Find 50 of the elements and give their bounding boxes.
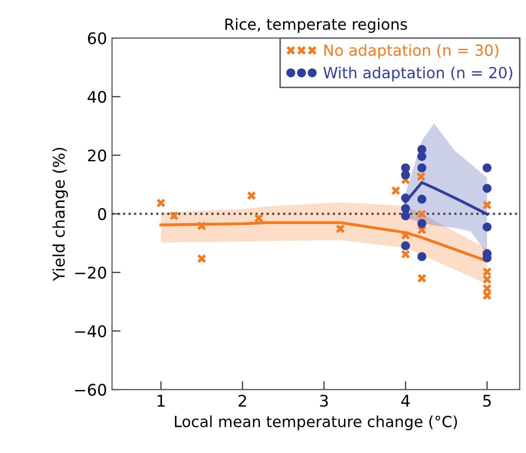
point: [156, 198, 166, 208]
y-tick-label: −40: [75, 325, 106, 338]
point: [197, 254, 206, 264]
point: [254, 214, 264, 223]
point: [417, 274, 426, 283]
y-tick-label: 40: [88, 90, 106, 103]
x-tick-label: 5: [483, 394, 491, 407]
point: [482, 290, 492, 300]
point: [401, 170, 410, 180]
x-tick-label: 3: [320, 394, 328, 407]
point: [482, 200, 492, 210]
legend-label: No adaptation (n = 30): [324, 44, 498, 59]
point: [401, 194, 410, 202]
point: [417, 163, 426, 172]
point: [417, 252, 426, 262]
legend-label: With adaptation (n = 20): [323, 66, 512, 82]
point: [482, 163, 492, 172]
y-axis-title: Yield change (%): [52, 148, 68, 282]
x-axis-title: Local mean temperature change (°C): [174, 415, 457, 430]
point: [417, 152, 426, 161]
x-tick-label: 4: [401, 394, 410, 407]
point: [169, 211, 179, 221]
point: [391, 186, 400, 196]
point: [482, 184, 492, 193]
chart-title: Rice, temperate regions: [225, 18, 408, 33]
point: [246, 191, 256, 200]
y-tick-label: 60: [88, 32, 106, 44]
y-tick-label: −60: [75, 384, 106, 396]
point: [417, 225, 426, 235]
point: [417, 194, 426, 204]
point: [417, 218, 426, 228]
point: [417, 209, 426, 219]
x-tick-label: 1: [158, 394, 165, 407]
point: [401, 163, 410, 172]
point: [401, 241, 410, 250]
point: [482, 274, 492, 284]
y-tick-label: 20: [88, 149, 106, 162]
x-tick-label: 2: [238, 394, 246, 407]
y-tick-label: −20: [75, 266, 106, 279]
point: [400, 230, 410, 240]
y-tick-label: 0: [98, 208, 106, 220]
point: [400, 250, 410, 259]
point: [482, 267, 492, 276]
point: [482, 222, 492, 232]
point: [401, 204, 410, 214]
point: [336, 224, 345, 234]
point: [416, 172, 426, 182]
point: [482, 284, 492, 294]
point: [401, 211, 410, 220]
point: [197, 221, 206, 230]
